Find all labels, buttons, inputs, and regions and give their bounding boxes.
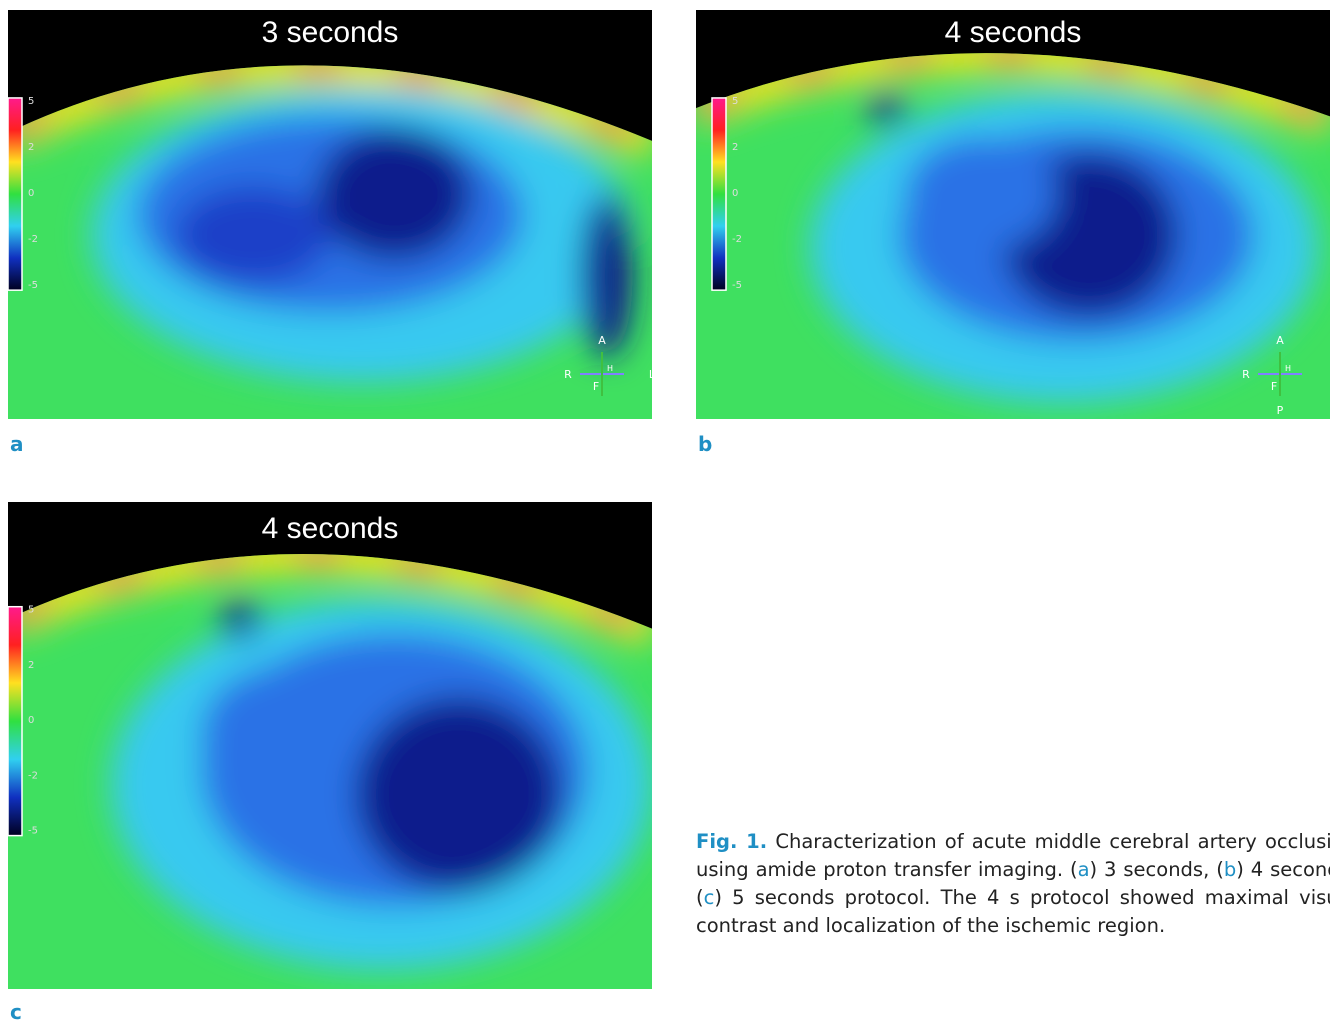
caption-text: ) 3 seconds, ( xyxy=(1089,858,1224,881)
caption-text: ) 4 seconds, ( xyxy=(696,858,1330,909)
orientation-label: L xyxy=(649,368,652,381)
orientation-label: A xyxy=(1276,334,1284,347)
signal-blobs xyxy=(8,65,652,383)
scale-label: 2 xyxy=(28,660,34,671)
brain-map xyxy=(8,65,652,419)
rim xyxy=(696,53,1330,123)
scale-label: -2 xyxy=(732,234,742,245)
color-bar xyxy=(8,97,23,291)
panel-ref: c xyxy=(703,886,715,909)
scale-label: 0 xyxy=(28,715,34,726)
color-bar xyxy=(8,605,23,837)
signal-region xyxy=(175,185,330,285)
scale-label: -5 xyxy=(28,280,38,291)
orientation-label: R xyxy=(1242,368,1250,381)
image-panel: 3 seconds 5 2 0 -2 -5 A R HF L xyxy=(8,10,652,419)
scale-label: 2 xyxy=(732,142,738,153)
signal-blobs xyxy=(696,53,1330,403)
signal-region xyxy=(581,194,633,358)
mri-map: 4 seconds 5 2 0 -2 -5 A R HFP xyxy=(696,10,1330,419)
brain-map xyxy=(8,554,652,989)
panel-title: 4 seconds xyxy=(945,16,1082,49)
signal-region xyxy=(317,128,472,260)
figure-caption: Fig. 1. Characterization of acute middle… xyxy=(696,828,1330,940)
signal-region xyxy=(905,136,1058,252)
caption-text: ) 5 seconds protocol. The 4 s protocol s… xyxy=(696,886,1330,937)
caption-text: Characterization of acute middle cerebra… xyxy=(696,830,1330,881)
signal-region xyxy=(355,696,562,892)
orientation-label: F xyxy=(593,380,599,393)
panel-ref: b xyxy=(1223,858,1237,881)
scale-label: 0 xyxy=(28,188,34,199)
orientation-label: H xyxy=(1285,364,1291,373)
signal-region xyxy=(201,667,356,804)
signal-region xyxy=(220,599,260,639)
signal-region xyxy=(867,91,906,125)
scale-label: 2 xyxy=(28,142,34,153)
panel-title: 3 seconds xyxy=(262,16,399,49)
orientation-label: F xyxy=(1271,380,1277,393)
scale-label: -2 xyxy=(28,770,38,781)
orientation-label: A xyxy=(598,334,606,347)
panel-label: c xyxy=(10,1000,22,1024)
scale-label: -5 xyxy=(732,280,742,291)
scale-label: 5 xyxy=(28,605,34,616)
scale-label: -2 xyxy=(28,234,38,245)
orientation-label: P xyxy=(1277,404,1284,417)
rim xyxy=(8,65,652,148)
signal-blobs xyxy=(8,554,652,970)
panel-title: 4 seconds xyxy=(262,512,399,545)
scale-label: 0 xyxy=(732,188,738,199)
panel-label: a xyxy=(10,432,24,456)
scale-label: -5 xyxy=(28,826,38,837)
scale-label: 5 xyxy=(28,96,34,107)
mri-map: 3 seconds 5 2 0 -2 -5 A R HF L xyxy=(8,10,652,419)
orientation-label: H xyxy=(607,364,613,373)
image-panel: 4 seconds 5 2 0 -2 -5 xyxy=(8,502,652,989)
panel-ref: a xyxy=(1077,858,1090,881)
color-bar xyxy=(711,97,727,291)
panel-label: b xyxy=(698,432,713,456)
brain-map xyxy=(696,53,1330,419)
image-panel: 4 seconds 5 2 0 -2 -5 A R H F P xyxy=(696,10,1330,419)
rim xyxy=(8,554,652,636)
orientation-label: R xyxy=(564,368,572,381)
mri-map: 4 seconds 5 2 0 -2 -5 xyxy=(8,502,652,989)
figure-label: Fig. 1. xyxy=(696,830,768,853)
scale-label: 5 xyxy=(732,96,738,107)
